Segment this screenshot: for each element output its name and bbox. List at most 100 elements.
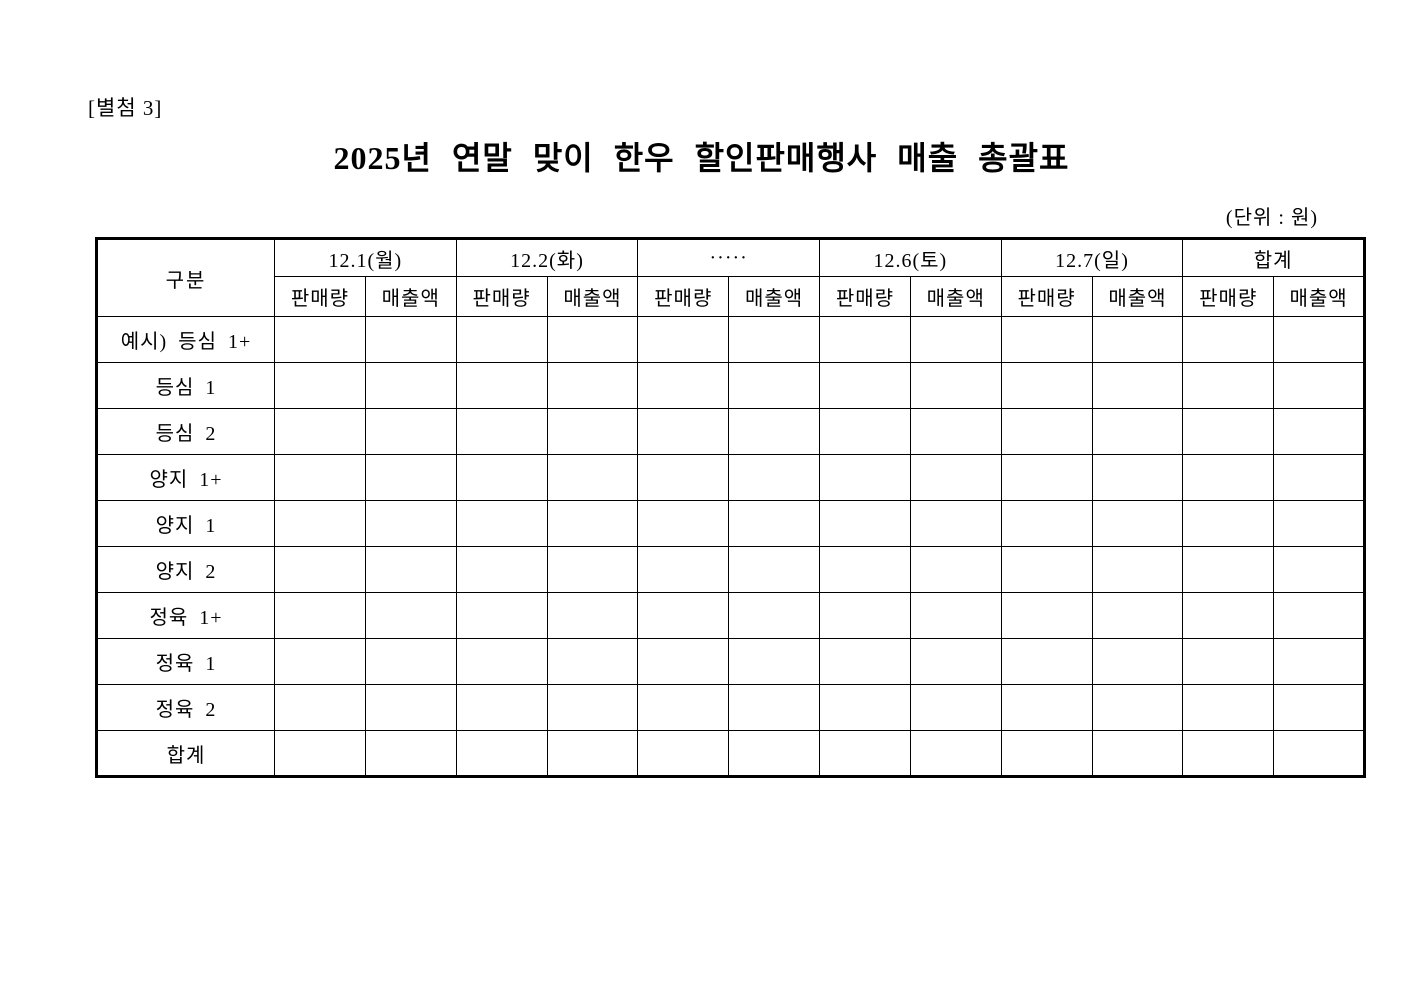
column-group-header: 12.1(월): [274, 238, 457, 277]
column-group-header: 12.6(토): [819, 238, 1002, 277]
table-row: 정육 2: [96, 684, 1365, 731]
data-cell: [728, 500, 820, 547]
data-cell: [546, 500, 639, 547]
row-label: 등심 1: [96, 362, 275, 409]
data-cell: [909, 638, 1002, 685]
column-group-header: ·····: [637, 238, 820, 277]
data-cell: [819, 500, 911, 547]
sales-summary-table: 구분 12.1(월) 12.2(화) ····· 12.6(토) 12.7(일) 합계 판매량…: [95, 237, 1366, 778]
row-label: 양지 1+: [96, 454, 275, 501]
data-cell: [546, 316, 639, 363]
data-cell: [728, 730, 820, 777]
sub-header-cell: 판매량: [819, 276, 911, 317]
data-cell: [455, 454, 548, 501]
data-cell: [1273, 362, 1365, 409]
data-cell: [1182, 592, 1275, 639]
data-cell: [1000, 454, 1093, 501]
data-cell: [1000, 500, 1093, 547]
data-cell: [819, 546, 911, 593]
data-cell: [909, 684, 1002, 731]
table-row: 합계: [96, 730, 1365, 777]
data-cell: [909, 730, 1002, 777]
table-row: 등심 1: [96, 362, 1365, 409]
data-cell: [455, 546, 548, 593]
row-label: 예시) 등심 1+: [96, 316, 275, 363]
data-cell: [1091, 408, 1184, 455]
table-row: 등심 2: [96, 408, 1365, 455]
data-cell: [637, 546, 730, 593]
table-corner-header: 구분: [96, 238, 275, 317]
data-cell: [1182, 546, 1275, 593]
data-cell: [1000, 592, 1093, 639]
data-cell: [1000, 546, 1093, 593]
data-cell: [1000, 362, 1093, 409]
data-cell: [637, 316, 730, 363]
data-cell: [819, 684, 911, 731]
sub-header-cell: 매출액: [1273, 276, 1365, 317]
column-group-header: 12.2(화): [455, 238, 639, 277]
data-cell: [728, 592, 820, 639]
page-title: 2025년 연말 맞이 한우 할인판매행사 매출 총괄표: [333, 140, 1070, 176]
data-cell: [909, 316, 1002, 363]
data-cell: [1273, 592, 1365, 639]
column-group-header: 12.7(일): [1000, 238, 1184, 277]
attachment-label: [별첨 3]: [88, 96, 163, 120]
data-cell: [546, 638, 639, 685]
data-cell: [1091, 638, 1184, 685]
sub-header-cell: 매출액: [364, 276, 457, 317]
data-cell: [909, 362, 1002, 409]
data-cell: [1000, 316, 1093, 363]
data-cell: [1182, 316, 1275, 363]
sub-header-cell: 매출액: [546, 276, 639, 317]
table-header: 구분 12.1(월) 12.2(화) ····· 12.6(토) 12.7(일) 합계 판매량…: [96, 238, 1365, 317]
data-cell: [909, 408, 1002, 455]
data-cell: [637, 638, 730, 685]
data-cell: [455, 684, 548, 731]
data-cell: [455, 638, 548, 685]
table-row: 정육 1: [96, 638, 1365, 685]
data-cell: [1182, 454, 1275, 501]
data-cell: [1091, 684, 1184, 731]
data-cell: [1091, 454, 1184, 501]
data-cell: [274, 454, 366, 501]
table-row: 예시) 등심 1+: [96, 316, 1365, 363]
data-cell: [274, 500, 366, 547]
data-cell: [274, 684, 366, 731]
data-cell: [455, 592, 548, 639]
data-cell: [819, 638, 911, 685]
data-cell: [274, 362, 366, 409]
data-cell: [819, 316, 911, 363]
data-cell: [1273, 684, 1365, 731]
data-cell: [364, 454, 457, 501]
data-cell: [819, 730, 911, 777]
data-cell: [364, 638, 457, 685]
data-cell: [546, 408, 639, 455]
data-cell: [546, 592, 639, 639]
sub-header-cell: 판매량: [637, 276, 730, 317]
data-cell: [1000, 408, 1093, 455]
sub-header-cell: 매출액: [909, 276, 1002, 317]
data-cell: [274, 316, 366, 363]
data-cell: [1182, 730, 1275, 777]
data-cell: [274, 408, 366, 455]
data-cell: [637, 362, 730, 409]
data-cell: [546, 546, 639, 593]
data-cell: [1182, 500, 1275, 547]
data-cell: [1182, 684, 1275, 731]
sub-header-cell: 판매량: [1000, 276, 1093, 317]
sub-header-cell: 매출액: [1091, 276, 1184, 317]
column-group-header: 합계: [1182, 238, 1365, 277]
sub-header-cell: 판매량: [1182, 276, 1275, 317]
data-cell: [364, 592, 457, 639]
row-label: 등심 2: [96, 408, 275, 455]
data-cell: [1273, 500, 1365, 547]
data-cell: [1273, 408, 1365, 455]
table-row: 양지 2: [96, 546, 1365, 593]
data-cell: [728, 454, 820, 501]
data-cell: [455, 362, 548, 409]
data-cell: [728, 638, 820, 685]
unit-note: (단위 : 원): [1225, 207, 1318, 229]
data-cell: [1273, 638, 1365, 685]
